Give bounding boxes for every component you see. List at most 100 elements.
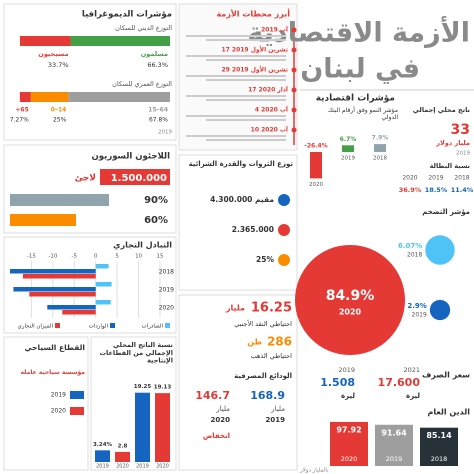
deposit-year: 2019 — [266, 416, 286, 424]
legend-label: الواردات — [89, 324, 109, 330]
growth-bar — [374, 144, 386, 152]
debt-year: 2019 — [386, 455, 403, 463]
timeline-text — [206, 79, 286, 81]
timeline-dot — [291, 67, 297, 73]
religion-bar — [20, 36, 71, 46]
x-tick-label: -5 — [72, 254, 78, 260]
deposit-unit: مليار — [215, 405, 230, 413]
timeline-text — [186, 35, 286, 37]
bar-year: 2020 — [116, 464, 129, 470]
age-bar — [68, 92, 170, 102]
growth-value: -26.4% — [304, 143, 327, 150]
title: في لبنان — [300, 54, 420, 85]
deposit-unit: مليار — [270, 405, 285, 413]
unemployment-year: 2020 — [402, 175, 417, 182]
trade-bar — [62, 310, 96, 315]
reserve-label: احتياطي النقد الأجنبي — [234, 319, 292, 328]
exchange-unit: ليرة — [341, 392, 355, 400]
unemployment-value: 11.4% — [451, 186, 474, 194]
subheading: التوزع الديني للسكان — [115, 24, 172, 32]
exchange-unit: ليرة — [406, 392, 420, 400]
gdp-label: ناتج محلي إجمالي — [413, 106, 470, 114]
trade-panel — [3, 236, 177, 334]
legend-swatch — [165, 323, 170, 328]
inflation-circle — [425, 235, 455, 265]
inflation-year: 2020 — [339, 308, 362, 317]
timeline-date: 4 آب 2020 — [255, 105, 289, 114]
count-box — [100, 169, 170, 185]
inflation-value: 6.07% — [398, 242, 422, 250]
year-marker — [70, 391, 84, 399]
year-label: 2018 — [159, 269, 174, 276]
timeline-text — [206, 139, 286, 141]
legend-swatch — [110, 323, 115, 328]
legend-label: الميزان التجاري — [18, 324, 54, 330]
growth-bar — [342, 145, 354, 152]
trade-bar — [95, 282, 112, 287]
inflation-year: 2018 — [407, 252, 422, 259]
growth-label: مؤشر النمو وفق أرقام البنك الدولي — [328, 106, 398, 121]
section-heading: القطاع السياحي — [24, 343, 85, 352]
icon — [278, 194, 290, 206]
bar-year: 2020 — [156, 464, 169, 470]
group-name: مسيحيون — [38, 50, 68, 58]
trade-bar — [95, 264, 109, 269]
reserve-unit: مليار — [225, 304, 245, 313]
group-value: 67.8% — [149, 117, 168, 124]
growth-value: 7.9% — [372, 135, 389, 142]
unemployment-year: 2019 — [428, 175, 443, 182]
exchange-value: 1.508 — [320, 376, 355, 389]
stat-value: 60% — [144, 215, 168, 226]
religion-bar — [70, 36, 170, 46]
debt-bar — [330, 421, 368, 466]
debt-bar — [375, 424, 413, 466]
tourism-panel — [3, 336, 89, 471]
sector-bar — [115, 451, 130, 462]
group-label: +65 — [15, 107, 28, 114]
trade-bar — [13, 287, 96, 292]
debt-year: 2018 — [431, 455, 448, 463]
section-heading: التبادل التجاري — [113, 241, 172, 250]
debt-label: الدين العام — [428, 408, 471, 417]
group-label: 0–14 — [51, 107, 67, 114]
timeline-dot — [291, 107, 297, 113]
wealth-panel — [178, 154, 298, 291]
group-value: 66.3% — [147, 61, 168, 69]
deposit-value: 168.9 — [250, 389, 285, 402]
deposit-note: انخفاض — [203, 432, 230, 440]
section-heading: مؤشرات اقتصادية — [316, 94, 395, 104]
inflation-circle — [429, 299, 451, 321]
exchange-year: 2019 — [338, 366, 355, 374]
x-tick-label: 0 — [94, 254, 98, 260]
unemployment-value: 36.9% — [399, 186, 422, 194]
bar-value: 19.25 — [134, 384, 152, 390]
bar-value: 19.13 — [154, 385, 172, 391]
year-label: 2020 — [51, 408, 66, 415]
gdp-value: 33 — [451, 122, 470, 138]
trade-bar — [10, 269, 96, 274]
timeline-date: 17 تشرين الأول 2019 — [221, 46, 288, 54]
inflation-value: 84.9% — [326, 288, 375, 304]
timeline-date: 17 آذار 2020 — [248, 85, 289, 94]
exchange-value: 17.600 — [378, 376, 421, 389]
sector-bar — [155, 393, 170, 462]
icon — [278, 254, 290, 266]
group-value: 7.27% — [10, 117, 29, 124]
reserves-panel — [178, 294, 298, 471]
unemployment-value: 18.5% — [425, 186, 448, 194]
refugees-panel — [3, 144, 177, 234]
reserve-value: 16.25 — [251, 301, 292, 316]
timeline-dot — [291, 27, 297, 33]
growth-bar — [310, 152, 322, 179]
reserve-value: 286 — [267, 335, 292, 349]
group-value: 33.7% — [48, 61, 69, 69]
refugee-count: 1.500.000 — [111, 173, 167, 184]
sector-bar — [135, 392, 150, 462]
year-marker — [70, 407, 84, 415]
x-tick-label: -15 — [27, 254, 36, 260]
timeline-dot — [291, 87, 297, 93]
legend-swatch — [55, 323, 60, 328]
stat-bar — [10, 194, 109, 206]
stat-value: 90% — [144, 195, 168, 206]
